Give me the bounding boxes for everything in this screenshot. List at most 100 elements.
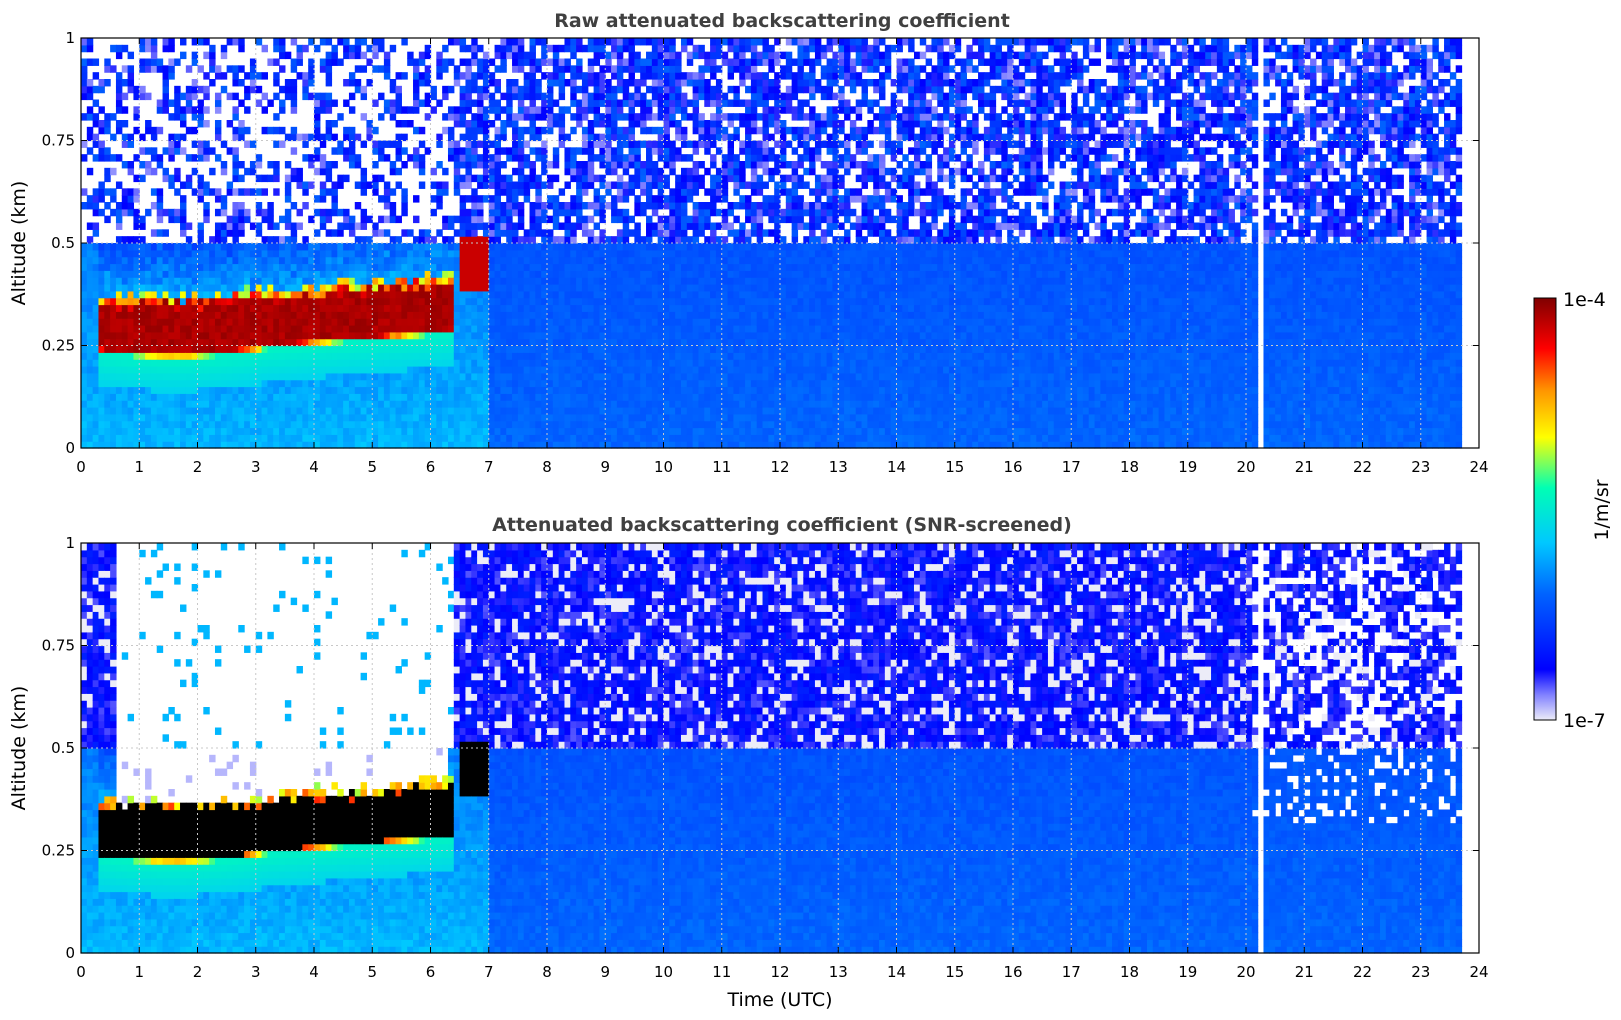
heatmap-cell — [698, 434, 704, 441]
heatmap-cell — [157, 277, 163, 284]
heatmap-cell — [343, 100, 349, 107]
heatmap-cell — [669, 113, 675, 120]
heatmap-cell — [675, 52, 681, 59]
heatmap-cell — [664, 387, 670, 394]
heatmap-cell — [611, 311, 617, 318]
heatmap-cell — [244, 339, 250, 346]
heatmap-cell — [390, 428, 396, 435]
heatmap-cell — [87, 318, 93, 325]
heatmap-cell — [698, 229, 704, 236]
heatmap-cell — [262, 291, 268, 298]
heatmap-cell — [372, 325, 378, 332]
heatmap-cell — [110, 270, 116, 277]
heatmap-cell — [110, 65, 116, 72]
heatmap-cell — [343, 414, 349, 421]
heatmap-cell — [180, 52, 186, 59]
heatmap-cell — [401, 188, 407, 195]
heatmap-cell — [640, 65, 646, 72]
heatmap-cell — [419, 298, 425, 305]
heatmap-cell — [139, 216, 145, 223]
heatmap-cell — [664, 72, 670, 79]
heatmap-cell — [669, 352, 675, 359]
heatmap-cell — [355, 65, 361, 72]
heatmap-cell — [623, 359, 629, 366]
heatmap-cell — [582, 359, 588, 366]
heatmap-cell — [454, 400, 460, 407]
heatmap-cell — [302, 298, 308, 305]
heatmap-cell — [698, 202, 704, 209]
heatmap-cell — [372, 298, 378, 305]
heatmap-cell — [506, 236, 512, 243]
heatmap-cell — [419, 277, 425, 284]
heatmap-cell — [227, 277, 233, 284]
heatmap-cell — [611, 359, 617, 366]
heatmap-cell — [477, 59, 483, 66]
heatmap-cell — [431, 346, 437, 353]
heatmap-cell — [110, 428, 116, 435]
heatmap-cell — [559, 428, 565, 435]
heatmap-cell — [413, 318, 419, 325]
heatmap-cell — [599, 284, 605, 291]
heatmap-cell — [337, 264, 343, 271]
heatmap-cell — [640, 188, 646, 195]
heatmap-cell — [570, 400, 576, 407]
heatmap-cell — [431, 352, 437, 359]
heatmap-cell — [256, 243, 262, 250]
heatmap-cell — [559, 421, 565, 428]
heatmap-cell — [442, 284, 448, 291]
heatmap-cell — [98, 154, 104, 161]
heatmap-cell — [541, 106, 547, 113]
heatmap-cell — [355, 223, 361, 230]
heatmap-cell — [390, 298, 396, 305]
heatmap-cell — [331, 284, 337, 291]
heatmap-cell — [442, 393, 448, 400]
heatmap-cell — [629, 421, 635, 428]
heatmap-cell — [326, 209, 332, 216]
heatmap-cell — [576, 168, 582, 175]
heatmap-cell — [192, 52, 198, 59]
heatmap-cell — [500, 346, 506, 353]
heatmap-cell — [553, 202, 559, 209]
heatmap-cell — [431, 373, 437, 380]
heatmap-cell — [407, 270, 413, 277]
heatmap-cell — [267, 284, 273, 291]
heatmap-cell — [687, 52, 693, 59]
heatmap-cell — [157, 393, 163, 400]
heatmap-cell — [285, 264, 291, 271]
heatmap-cell — [489, 175, 495, 182]
heatmap-cell — [238, 359, 244, 366]
heatmap-cell — [617, 393, 623, 400]
heatmap-cell — [279, 380, 285, 387]
heatmap-cell — [547, 45, 553, 52]
heatmap-cell — [361, 366, 367, 373]
heatmap-cell — [675, 407, 681, 414]
heatmap-cell — [582, 428, 588, 435]
heatmap-cell — [355, 380, 361, 387]
heatmap-cell — [471, 270, 477, 277]
heatmap-cell — [664, 59, 670, 66]
heatmap-cell — [582, 127, 588, 134]
heatmap-cell — [553, 209, 559, 216]
heatmap-cell — [611, 393, 617, 400]
heatmap-cell — [302, 366, 308, 373]
heatmap-cell — [215, 407, 221, 414]
heatmap-cell — [390, 414, 396, 421]
heatmap-cell — [588, 346, 594, 353]
heatmap-cell — [413, 428, 419, 435]
heatmap-cell — [594, 134, 600, 141]
heatmap-cell — [122, 93, 128, 100]
heatmap-cell — [285, 134, 291, 141]
heatmap-cell — [314, 346, 320, 353]
heatmap-cell — [687, 359, 693, 366]
heatmap-cell — [611, 284, 617, 291]
heatmap-cell — [454, 318, 460, 325]
heatmap-cell — [623, 209, 629, 216]
heatmap-cell — [594, 45, 600, 52]
heatmap-cell — [652, 428, 658, 435]
heatmap-cell — [512, 359, 518, 366]
heatmap-cell — [215, 414, 221, 421]
heatmap-cell — [104, 257, 110, 264]
heatmap-cell — [623, 168, 629, 175]
heatmap-cell — [93, 414, 99, 421]
heatmap-cell — [122, 264, 128, 271]
